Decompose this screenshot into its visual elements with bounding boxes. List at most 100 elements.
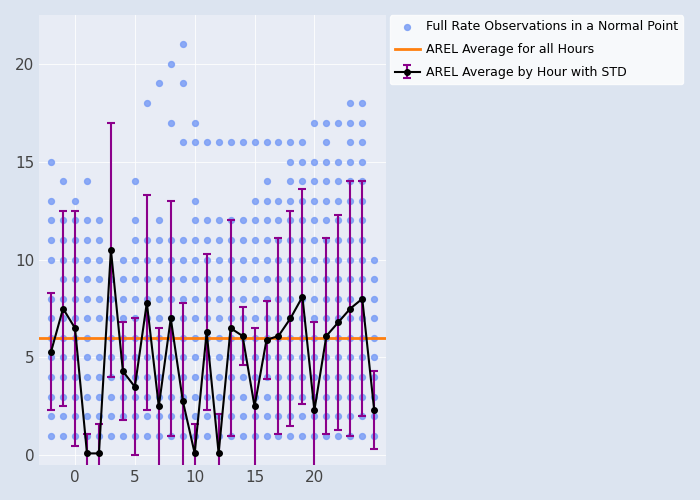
Full Rate Observations in a Normal Point bbox=[237, 256, 248, 264]
Full Rate Observations in a Normal Point bbox=[321, 275, 332, 283]
Full Rate Observations in a Normal Point bbox=[357, 275, 368, 283]
Full Rate Observations in a Normal Point bbox=[237, 216, 248, 224]
Full Rate Observations in a Normal Point bbox=[297, 354, 308, 362]
Full Rate Observations in a Normal Point bbox=[189, 138, 200, 146]
Full Rate Observations in a Normal Point bbox=[69, 256, 80, 264]
Full Rate Observations in a Normal Point bbox=[46, 334, 57, 342]
Full Rate Observations in a Normal Point bbox=[81, 216, 92, 224]
Full Rate Observations in a Normal Point bbox=[357, 178, 368, 186]
Full Rate Observations in a Normal Point bbox=[189, 373, 200, 381]
Full Rate Observations in a Normal Point bbox=[357, 392, 368, 400]
Full Rate Observations in a Normal Point bbox=[46, 256, 57, 264]
Full Rate Observations in a Normal Point bbox=[273, 295, 284, 303]
AREL Average for all Hours bbox=[71, 335, 79, 341]
Full Rate Observations in a Normal Point bbox=[141, 432, 153, 440]
Full Rate Observations in a Normal Point bbox=[69, 373, 80, 381]
Full Rate Observations in a Normal Point bbox=[153, 412, 164, 420]
Full Rate Observations in a Normal Point bbox=[225, 412, 236, 420]
Full Rate Observations in a Normal Point bbox=[285, 275, 296, 283]
Full Rate Observations in a Normal Point bbox=[273, 314, 284, 322]
Full Rate Observations in a Normal Point bbox=[177, 432, 188, 440]
Full Rate Observations in a Normal Point bbox=[344, 256, 356, 264]
Full Rate Observations in a Normal Point bbox=[213, 432, 224, 440]
Full Rate Observations in a Normal Point bbox=[285, 158, 296, 166]
Full Rate Observations in a Normal Point bbox=[285, 373, 296, 381]
Full Rate Observations in a Normal Point bbox=[249, 432, 260, 440]
Full Rate Observations in a Normal Point bbox=[285, 197, 296, 205]
Full Rate Observations in a Normal Point bbox=[177, 314, 188, 322]
Full Rate Observations in a Normal Point bbox=[297, 392, 308, 400]
Full Rate Observations in a Normal Point bbox=[105, 275, 116, 283]
Full Rate Observations in a Normal Point bbox=[46, 354, 57, 362]
Full Rate Observations in a Normal Point bbox=[261, 432, 272, 440]
Full Rate Observations in a Normal Point bbox=[213, 295, 224, 303]
Full Rate Observations in a Normal Point bbox=[225, 354, 236, 362]
Full Rate Observations in a Normal Point bbox=[153, 334, 164, 342]
Full Rate Observations in a Normal Point bbox=[81, 256, 92, 264]
Full Rate Observations in a Normal Point bbox=[332, 216, 344, 224]
Full Rate Observations in a Normal Point bbox=[165, 412, 176, 420]
Full Rate Observations in a Normal Point bbox=[57, 354, 69, 362]
Full Rate Observations in a Normal Point bbox=[93, 275, 104, 283]
Full Rate Observations in a Normal Point bbox=[273, 138, 284, 146]
Full Rate Observations in a Normal Point bbox=[357, 99, 368, 107]
Full Rate Observations in a Normal Point bbox=[344, 178, 356, 186]
Full Rate Observations in a Normal Point bbox=[225, 295, 236, 303]
Full Rate Observations in a Normal Point bbox=[225, 373, 236, 381]
Full Rate Observations in a Normal Point bbox=[118, 412, 129, 420]
Full Rate Observations in a Normal Point bbox=[153, 295, 164, 303]
Full Rate Observations in a Normal Point bbox=[237, 138, 248, 146]
Full Rate Observations in a Normal Point bbox=[81, 412, 92, 420]
Full Rate Observations in a Normal Point bbox=[309, 178, 320, 186]
Full Rate Observations in a Normal Point bbox=[309, 256, 320, 264]
Full Rate Observations in a Normal Point bbox=[332, 314, 344, 322]
Full Rate Observations in a Normal Point bbox=[201, 216, 212, 224]
Full Rate Observations in a Normal Point bbox=[201, 275, 212, 283]
Full Rate Observations in a Normal Point bbox=[153, 392, 164, 400]
Full Rate Observations in a Normal Point bbox=[189, 216, 200, 224]
Full Rate Observations in a Normal Point bbox=[213, 216, 224, 224]
Full Rate Observations in a Normal Point bbox=[332, 432, 344, 440]
Full Rate Observations in a Normal Point bbox=[261, 178, 272, 186]
Full Rate Observations in a Normal Point bbox=[46, 432, 57, 440]
Full Rate Observations in a Normal Point bbox=[261, 138, 272, 146]
Full Rate Observations in a Normal Point bbox=[321, 295, 332, 303]
Full Rate Observations in a Normal Point bbox=[249, 275, 260, 283]
Full Rate Observations in a Normal Point bbox=[201, 138, 212, 146]
Full Rate Observations in a Normal Point bbox=[369, 412, 380, 420]
Full Rate Observations in a Normal Point bbox=[369, 392, 380, 400]
Full Rate Observations in a Normal Point bbox=[309, 295, 320, 303]
Full Rate Observations in a Normal Point bbox=[309, 118, 320, 126]
Full Rate Observations in a Normal Point bbox=[249, 197, 260, 205]
Full Rate Observations in a Normal Point bbox=[81, 334, 92, 342]
Full Rate Observations in a Normal Point bbox=[201, 432, 212, 440]
Full Rate Observations in a Normal Point bbox=[93, 354, 104, 362]
Full Rate Observations in a Normal Point bbox=[369, 295, 380, 303]
Full Rate Observations in a Normal Point bbox=[201, 295, 212, 303]
Full Rate Observations in a Normal Point bbox=[177, 40, 188, 48]
Full Rate Observations in a Normal Point bbox=[46, 197, 57, 205]
Full Rate Observations in a Normal Point bbox=[285, 216, 296, 224]
Full Rate Observations in a Normal Point bbox=[261, 295, 272, 303]
Full Rate Observations in a Normal Point bbox=[321, 334, 332, 342]
Full Rate Observations in a Normal Point bbox=[357, 197, 368, 205]
Full Rate Observations in a Normal Point bbox=[213, 275, 224, 283]
Full Rate Observations in a Normal Point bbox=[118, 275, 129, 283]
Full Rate Observations in a Normal Point bbox=[344, 392, 356, 400]
Full Rate Observations in a Normal Point bbox=[189, 334, 200, 342]
Full Rate Observations in a Normal Point bbox=[261, 334, 272, 342]
Full Rate Observations in a Normal Point bbox=[141, 295, 153, 303]
Full Rate Observations in a Normal Point bbox=[213, 392, 224, 400]
Full Rate Observations in a Normal Point bbox=[249, 412, 260, 420]
Full Rate Observations in a Normal Point bbox=[105, 314, 116, 322]
Full Rate Observations in a Normal Point bbox=[261, 216, 272, 224]
Full Rate Observations in a Normal Point bbox=[130, 295, 141, 303]
Full Rate Observations in a Normal Point bbox=[130, 236, 141, 244]
Full Rate Observations in a Normal Point bbox=[273, 432, 284, 440]
Full Rate Observations in a Normal Point bbox=[249, 138, 260, 146]
Full Rate Observations in a Normal Point bbox=[309, 158, 320, 166]
Full Rate Observations in a Normal Point bbox=[118, 432, 129, 440]
Full Rate Observations in a Normal Point bbox=[177, 412, 188, 420]
Full Rate Observations in a Normal Point bbox=[261, 412, 272, 420]
Full Rate Observations in a Normal Point bbox=[344, 373, 356, 381]
